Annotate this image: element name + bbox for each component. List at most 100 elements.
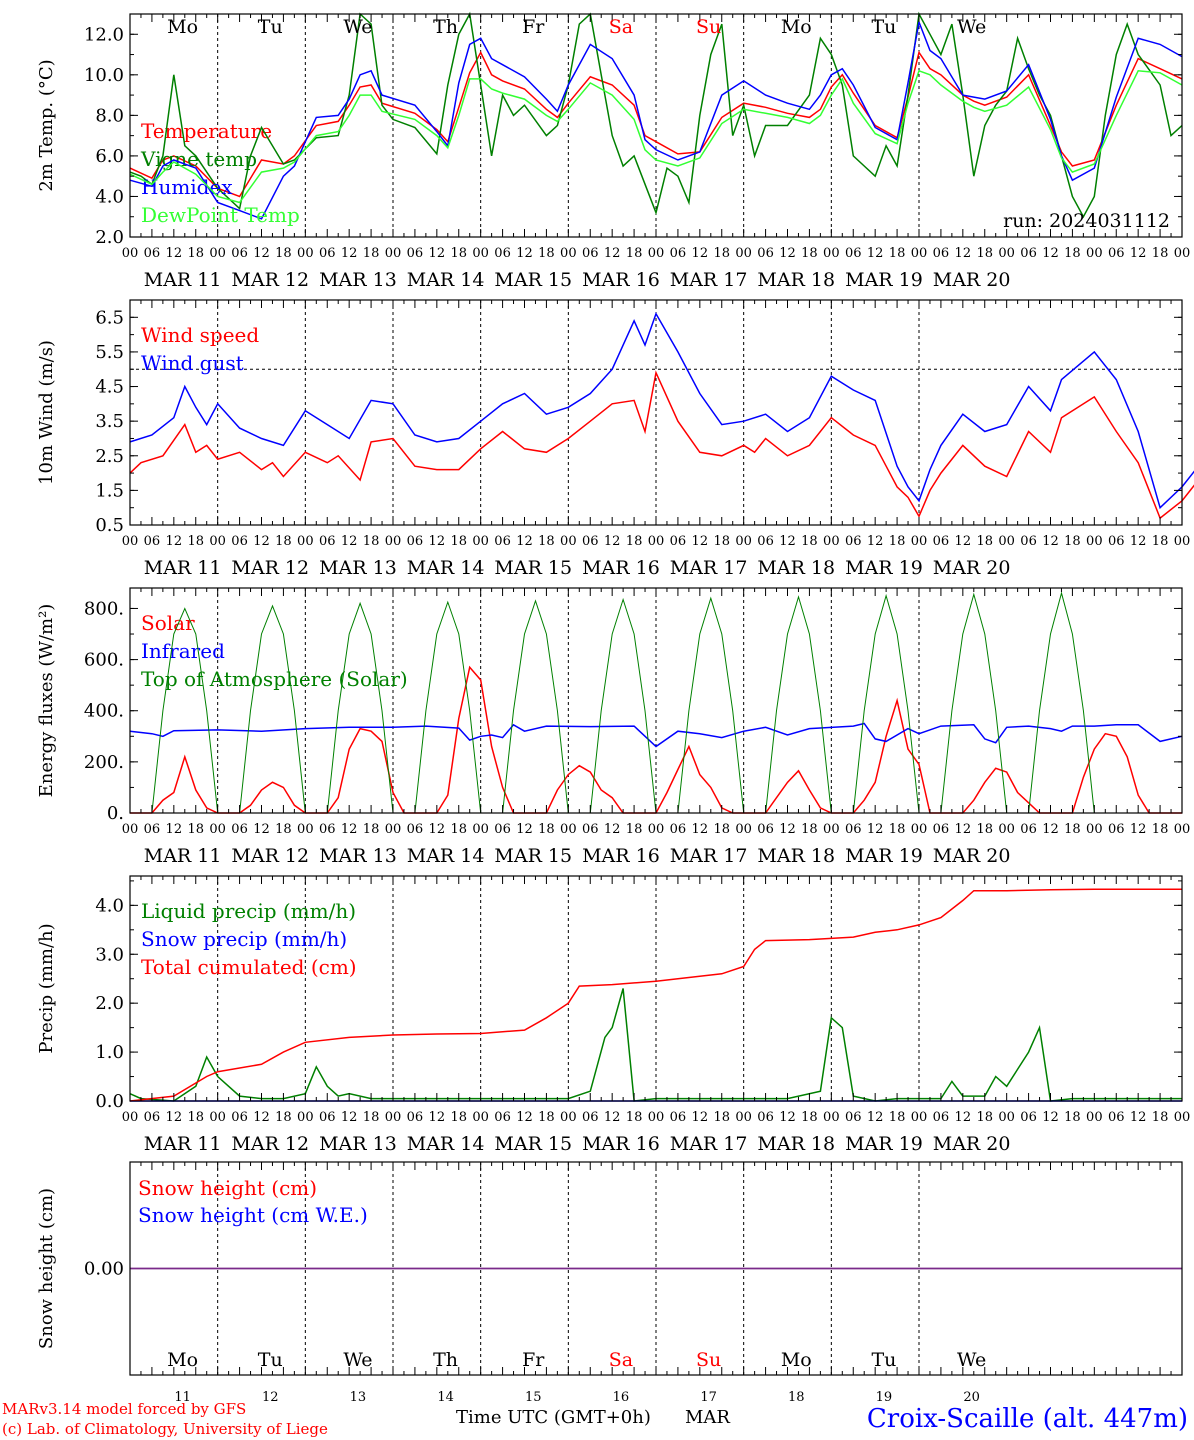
series-line bbox=[130, 591, 1182, 814]
model-credit: MARv3.14 model forced by GFS bbox=[2, 1400, 246, 1418]
hour-label: 00 bbox=[823, 1110, 840, 1125]
hour-label: 18 bbox=[1152, 246, 1169, 261]
y-tick-label: 3.0 bbox=[95, 944, 124, 965]
hour-label: 06 bbox=[933, 534, 950, 549]
date-label: MAR 12 bbox=[231, 557, 309, 579]
hour-label: 12 bbox=[166, 246, 183, 261]
weekday-label: We bbox=[343, 16, 372, 38]
hour-label: 12 bbox=[166, 822, 183, 837]
station-title: Croix-Scaille (alt. 447m) bbox=[867, 1404, 1188, 1434]
hour-label: 18 bbox=[187, 246, 204, 261]
hour-label: 18 bbox=[889, 1110, 906, 1125]
hour-label: 06 bbox=[1108, 1110, 1125, 1125]
hour-label: 12 bbox=[253, 534, 270, 549]
hour-label: 00 bbox=[1086, 534, 1103, 549]
hour-label: 12 bbox=[867, 1110, 884, 1125]
hour-label: 18 bbox=[1152, 822, 1169, 837]
weekday-label: Fr bbox=[522, 1349, 545, 1371]
hour-label: 06 bbox=[319, 246, 336, 261]
day-number: 18 bbox=[788, 1390, 805, 1405]
hour-label: 18 bbox=[450, 1110, 467, 1125]
hour-label: 06 bbox=[231, 1110, 248, 1125]
date-label: MAR 20 bbox=[933, 845, 1011, 867]
date-label: MAR 17 bbox=[670, 1133, 748, 1155]
y-tick-label: 200. bbox=[84, 752, 124, 773]
hour-label: 00 bbox=[823, 246, 840, 261]
hour-label: 18 bbox=[275, 822, 292, 837]
hour-label: 12 bbox=[1130, 822, 1147, 837]
hour-label: 00 bbox=[823, 534, 840, 549]
date-label: MAR 11 bbox=[144, 557, 222, 579]
weekday-label: We bbox=[343, 1349, 372, 1371]
hour-label: 18 bbox=[713, 1110, 730, 1125]
hour-label: 00 bbox=[560, 534, 577, 549]
hour-label: 12 bbox=[341, 822, 358, 837]
hour-label: 12 bbox=[692, 822, 709, 837]
hour-label: 00 bbox=[735, 1110, 752, 1125]
hour-label: 12 bbox=[955, 822, 972, 837]
hour-label: 18 bbox=[801, 534, 818, 549]
hour-label: 12 bbox=[341, 1110, 358, 1125]
hour-label: 06 bbox=[494, 534, 511, 549]
hour-label: 06 bbox=[144, 246, 161, 261]
hour-label: 18 bbox=[1064, 822, 1081, 837]
y-tick-label: 0.0 bbox=[95, 1091, 124, 1112]
weekday-label: Mo bbox=[167, 16, 198, 38]
hour-label: 00 bbox=[385, 822, 402, 837]
day-number: 11 bbox=[174, 1390, 191, 1405]
hour-label: 06 bbox=[582, 1110, 599, 1125]
hour-label: 18 bbox=[889, 822, 906, 837]
date-label: MAR 19 bbox=[845, 269, 923, 291]
hour-label: 00 bbox=[472, 822, 489, 837]
weekday-label: Fr bbox=[522, 16, 545, 38]
hour-label: 06 bbox=[494, 822, 511, 837]
series-line bbox=[129, 312, 1194, 510]
hour-label: 12 bbox=[867, 246, 884, 261]
y-axis-label: 2m Temp. (°C) bbox=[36, 59, 57, 191]
hour-label: 18 bbox=[538, 534, 555, 549]
y-axis-label: 10m Wind (m/s) bbox=[36, 340, 57, 485]
hour-label: 18 bbox=[1152, 534, 1169, 549]
hour-label: 18 bbox=[363, 246, 380, 261]
hour-label: 06 bbox=[582, 534, 599, 549]
hour-label: 06 bbox=[1020, 534, 1037, 549]
legend-entry: Top of Atmosphere (Solar) bbox=[141, 667, 408, 691]
hour-label: 00 bbox=[648, 1110, 665, 1125]
hour-label: 06 bbox=[319, 534, 336, 549]
hour-label: 00 bbox=[122, 246, 139, 261]
hour-label: 12 bbox=[516, 822, 533, 837]
y-tick-label: 5.5 bbox=[95, 342, 124, 363]
y-tick-label: 4.5 bbox=[95, 377, 124, 398]
hour-label: 00 bbox=[823, 822, 840, 837]
y-tick-label: 12.0 bbox=[84, 24, 124, 45]
panel-3: Solar Infrared Top of Atmosphere (Solar) 0.… bbox=[36, 587, 1191, 867]
panel-2: Wind speed Wind gust 0.5 1.5 2.5 3.5 4.5 5.5 6.5… bbox=[36, 299, 1194, 579]
date-label: MAR 15 bbox=[494, 1133, 572, 1155]
hour-label: 06 bbox=[757, 534, 774, 549]
day-number: 14 bbox=[437, 1390, 454, 1405]
day-number: 13 bbox=[350, 1390, 367, 1405]
hour-label: 06 bbox=[1020, 246, 1037, 261]
weekday-label: Tu bbox=[871, 1349, 896, 1371]
legend-entry: Liquid precip (mm/h) bbox=[141, 899, 356, 923]
hour-label: 18 bbox=[976, 246, 993, 261]
hour-label: 18 bbox=[801, 1110, 818, 1125]
date-label: MAR 20 bbox=[933, 269, 1011, 291]
hour-label: 18 bbox=[713, 534, 730, 549]
hour-label: 00 bbox=[209, 246, 226, 261]
hour-label: 00 bbox=[385, 534, 402, 549]
panel-5: Snow height (cm) Snow height (cm W.E.) 0.0… bbox=[36, 1161, 1183, 1405]
hour-label: 12 bbox=[516, 246, 533, 261]
day-number: 16 bbox=[613, 1390, 630, 1405]
plot-frame bbox=[129, 587, 1183, 814]
hour-label: 00 bbox=[297, 822, 314, 837]
legend-entry: Total cumulated (cm) bbox=[141, 955, 357, 979]
hour-label: 12 bbox=[429, 822, 446, 837]
weekday-label: We bbox=[957, 1349, 986, 1371]
weekday-label: Mo bbox=[167, 1349, 198, 1371]
hour-label: 00 bbox=[1174, 822, 1191, 837]
hour-label: 00 bbox=[297, 1110, 314, 1125]
hour-label: 06 bbox=[1108, 246, 1125, 261]
hour-label: 06 bbox=[757, 1110, 774, 1125]
